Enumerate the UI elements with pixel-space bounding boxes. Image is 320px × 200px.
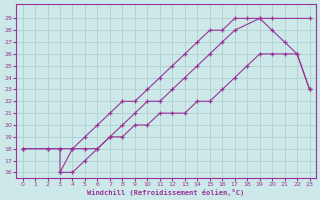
X-axis label: Windchill (Refroidissement éolien,°C): Windchill (Refroidissement éolien,°C) (87, 189, 245, 196)
